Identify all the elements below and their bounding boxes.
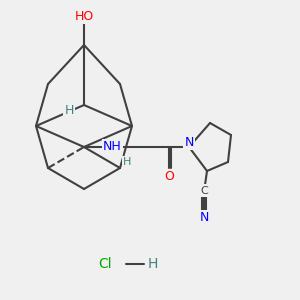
Text: C: C [200, 185, 208, 196]
Text: H: H [148, 257, 158, 271]
Text: N: N [184, 136, 194, 149]
Text: HO: HO [74, 10, 94, 23]
Text: Cl: Cl [98, 257, 112, 271]
Text: N: N [199, 211, 209, 224]
Text: H: H [64, 104, 74, 118]
Text: NH: NH [103, 140, 122, 154]
Text: O: O [165, 170, 174, 184]
Text: H: H [123, 157, 132, 167]
